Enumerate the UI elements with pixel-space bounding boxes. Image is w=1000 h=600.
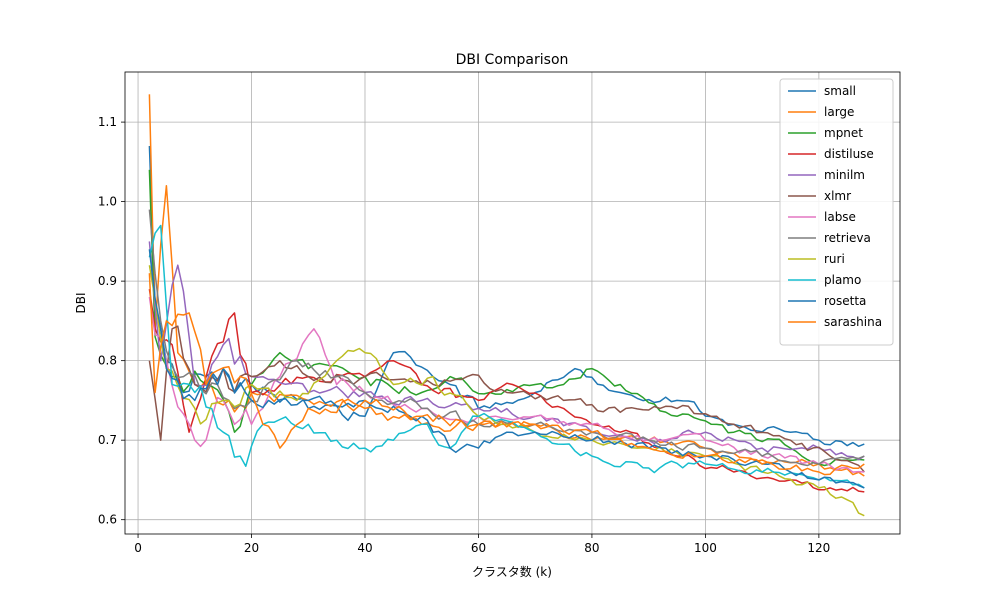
legend-label-mpnet: mpnet bbox=[824, 126, 863, 140]
legend-label-large: large bbox=[824, 105, 854, 119]
plot-frame bbox=[124, 71, 901, 535]
legend-label-minilm: minilm bbox=[824, 168, 865, 182]
legend-label-ruri: ruri bbox=[824, 252, 845, 266]
axis-ticks: 0 20 40 60 80 100 120 0.6 0.7 0.8 0.9 1.0 1.1 bbox=[98, 115, 830, 555]
y-axis-label: DBI bbox=[74, 292, 88, 313]
series-line-retrieva bbox=[148, 209, 865, 467]
legend-label-plamo: plamo bbox=[824, 273, 861, 287]
y-tick-label: 0.8 bbox=[98, 354, 117, 368]
x-tick-label: 120 bbox=[807, 541, 830, 555]
y-tick-label: 0.6 bbox=[98, 513, 117, 527]
series-line-xlmr bbox=[148, 325, 865, 473]
legend: small large mpnet distiluse minilm xlmr labse r… bbox=[779, 78, 894, 346]
series-line-ruri bbox=[148, 265, 865, 517]
series-line-plamo bbox=[148, 224, 865, 489]
legend-label-distiluse: distiluse bbox=[824, 147, 874, 161]
series-line-sarashina bbox=[148, 273, 865, 476]
series-lines bbox=[148, 94, 865, 517]
series-line-small bbox=[148, 145, 865, 448]
legend-label-small: small bbox=[824, 84, 856, 98]
x-tick-label: 60 bbox=[471, 541, 486, 555]
legend-label-retrieva: retrieva bbox=[824, 231, 871, 245]
x-tick-label: 40 bbox=[357, 541, 372, 555]
legend-label-sarashina: sarashina bbox=[824, 315, 882, 329]
y-tick-label: 1.0 bbox=[98, 195, 117, 209]
y-tick-label: 0.7 bbox=[98, 433, 117, 447]
legend-box bbox=[779, 78, 894, 346]
x-tick-label: 0 bbox=[134, 541, 142, 555]
y-tick-label: 0.9 bbox=[98, 274, 117, 288]
series-line-rosetta bbox=[148, 249, 865, 489]
y-tick-label: 1.1 bbox=[98, 115, 117, 129]
series-line-minilm bbox=[148, 241, 865, 461]
x-tick-label: 80 bbox=[584, 541, 599, 555]
x-axis-label: クラスタ数 (k) bbox=[472, 564, 552, 579]
legend-label-rosetta: rosetta bbox=[824, 294, 866, 308]
x-tick-label: 20 bbox=[244, 541, 259, 555]
legend-label-labse: labse bbox=[824, 210, 856, 224]
chart-title: DBI Comparison bbox=[456, 52, 569, 68]
series-line-distiluse bbox=[148, 288, 865, 493]
x-tick-label: 100 bbox=[694, 541, 717, 555]
legend-label-xlmr: xlmr bbox=[824, 189, 851, 203]
